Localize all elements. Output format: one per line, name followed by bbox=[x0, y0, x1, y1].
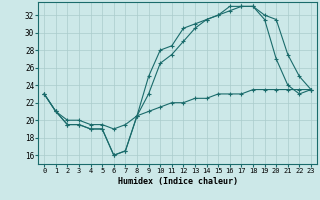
X-axis label: Humidex (Indice chaleur): Humidex (Indice chaleur) bbox=[118, 177, 238, 186]
